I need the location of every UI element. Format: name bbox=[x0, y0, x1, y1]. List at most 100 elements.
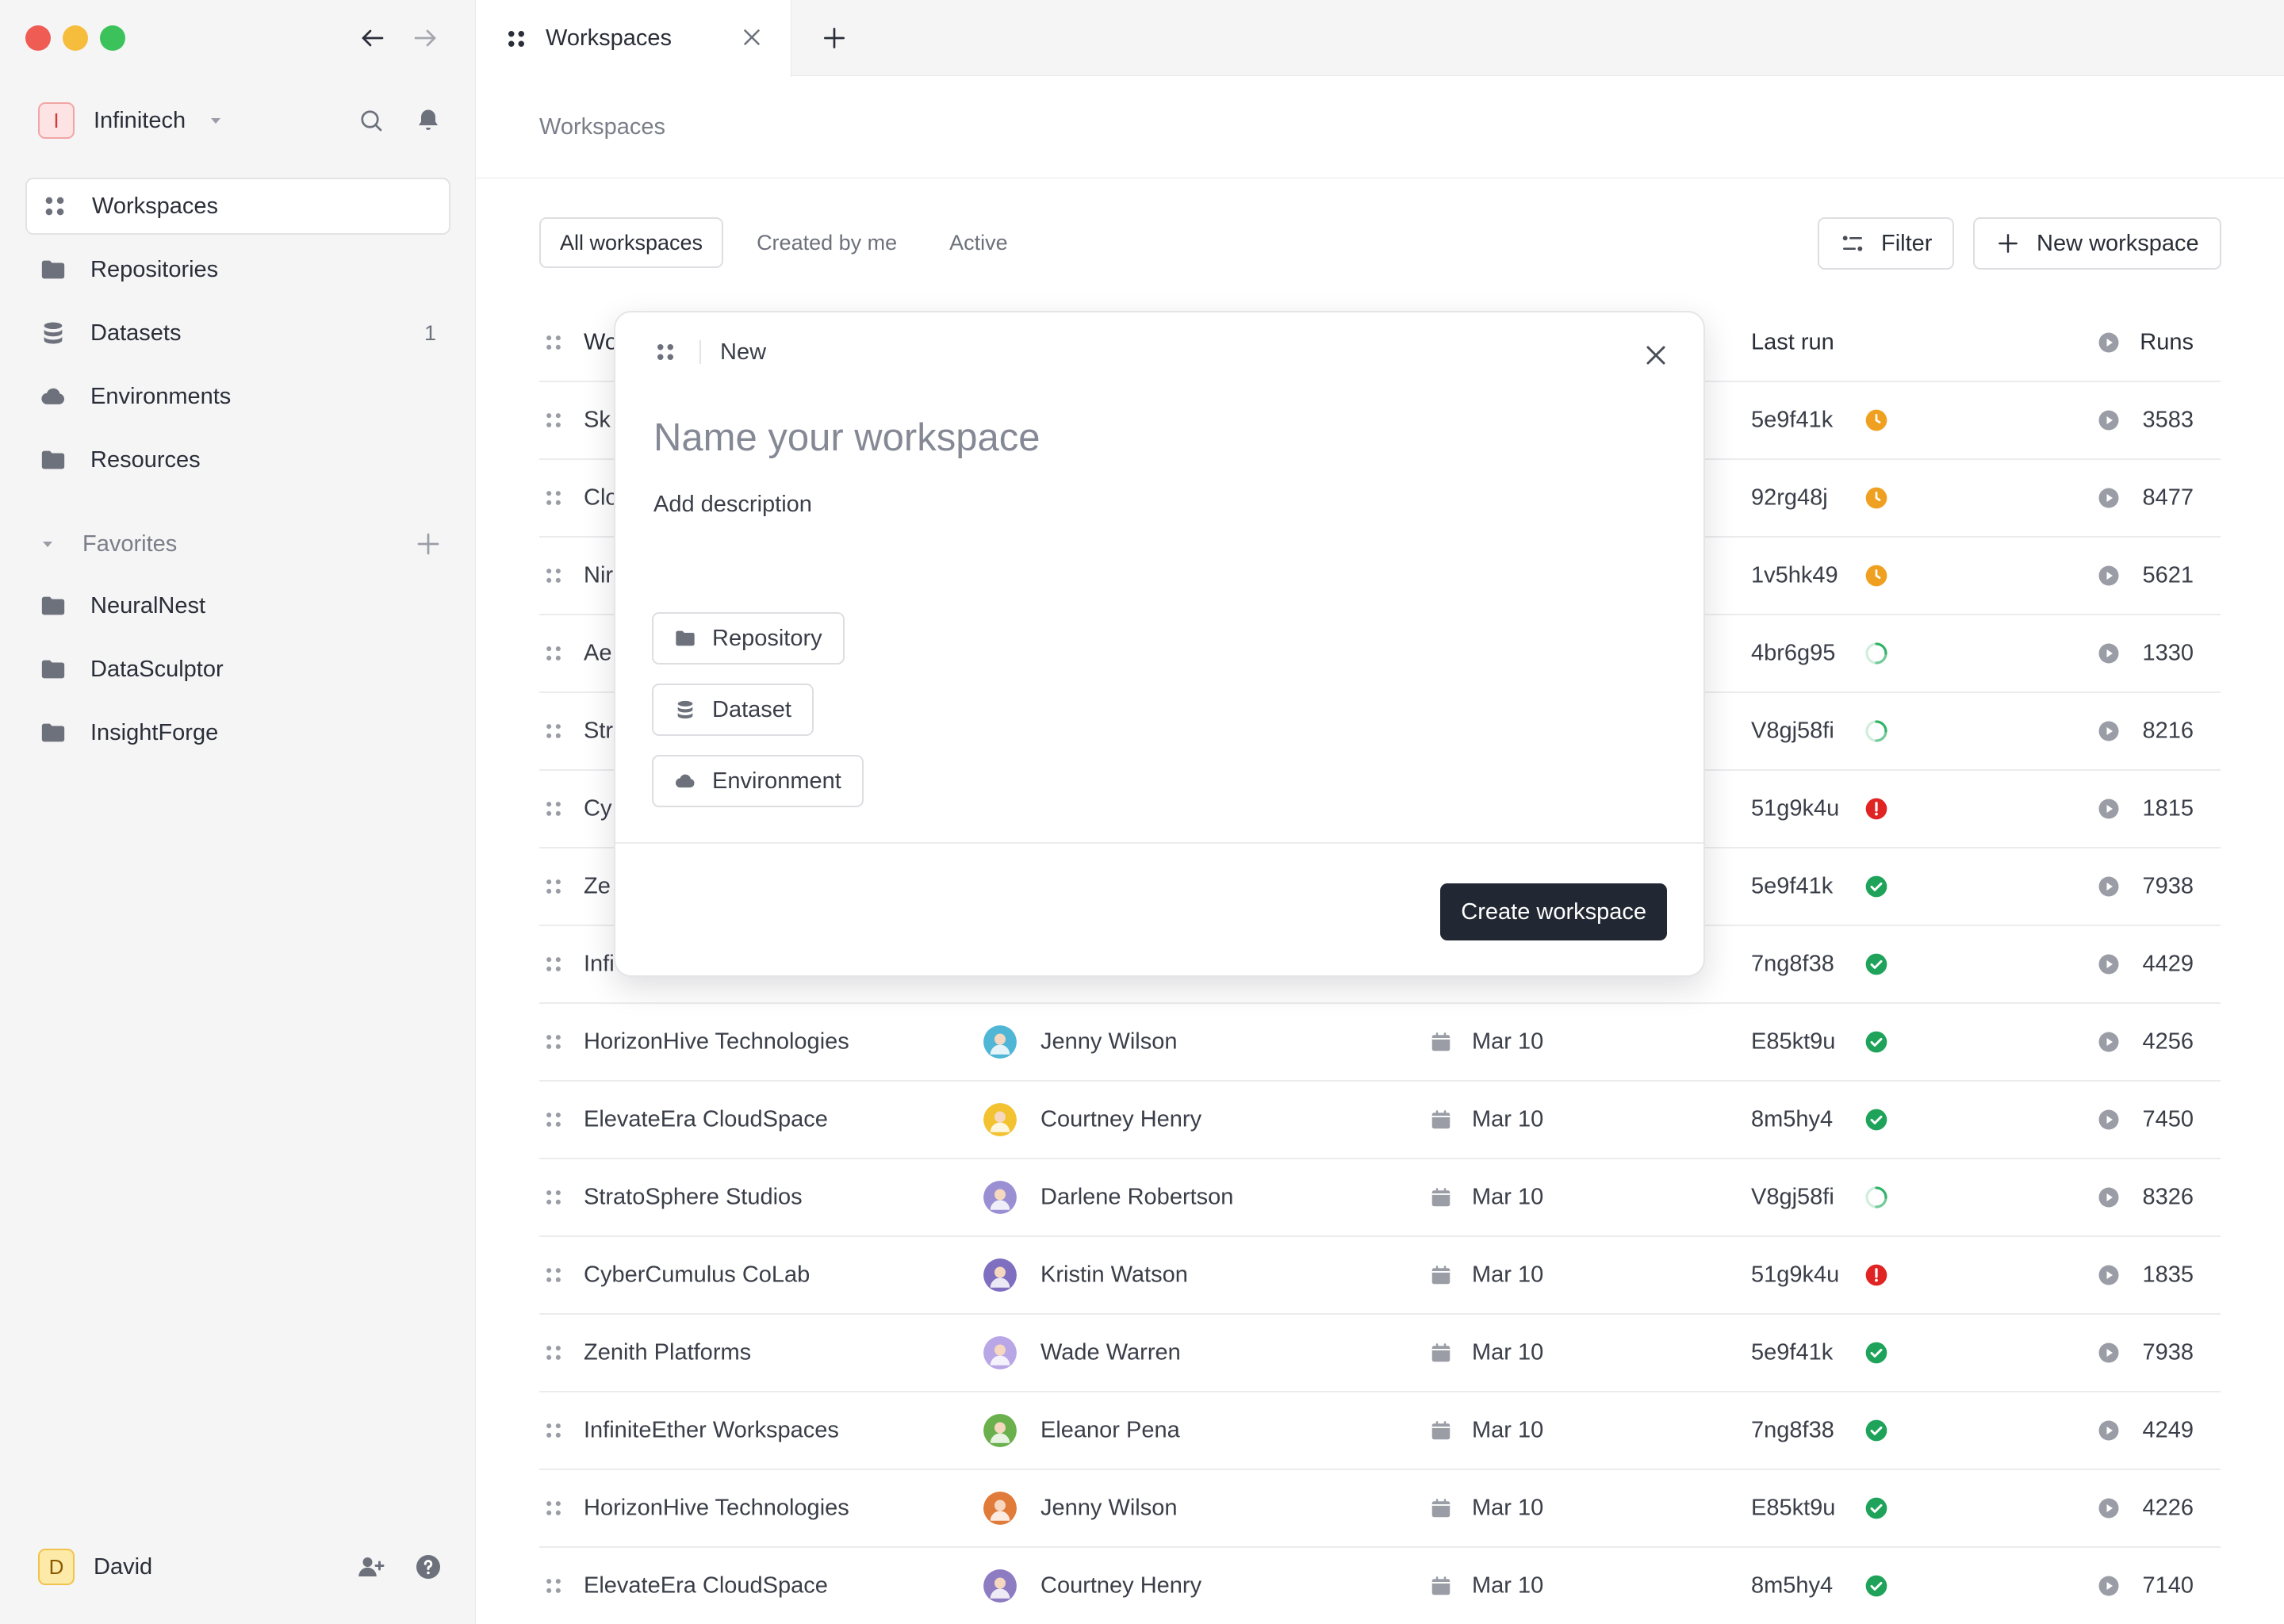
workspace-name[interactable]: ElevateEra CloudSpace bbox=[584, 1106, 828, 1132]
new-tab-icon[interactable] bbox=[818, 22, 850, 54]
favorites-header[interactable]: Favorites bbox=[40, 515, 443, 573]
help-icon[interactable] bbox=[414, 1553, 443, 1581]
org-switcher[interactable]: I Infinitech bbox=[38, 102, 443, 140]
play-icon[interactable] bbox=[2097, 1185, 2121, 1209]
drag-handle-icon[interactable] bbox=[542, 331, 565, 354]
play-icon[interactable] bbox=[2097, 408, 2121, 432]
last-run-id[interactable]: 7ng8f38 bbox=[1751, 951, 1834, 977]
favorite-item-neuralnest[interactable]: NeuralNest bbox=[25, 577, 450, 634]
drag-handle-icon[interactable] bbox=[542, 1497, 565, 1519]
table-row[interactable]: StratoSphere Studios Darlene Robertson Mar… bbox=[539, 1159, 2221, 1237]
play-icon[interactable] bbox=[2097, 1496, 2121, 1520]
column-header-runs[interactable]: Runs bbox=[2140, 329, 2194, 355]
arrow-right-icon[interactable] bbox=[411, 24, 439, 52]
play-icon[interactable] bbox=[2097, 952, 2121, 976]
drag-handle-icon[interactable] bbox=[542, 642, 565, 665]
workspace-name[interactable]: Infi bbox=[584, 951, 615, 977]
drag-handle-icon[interactable] bbox=[542, 720, 565, 742]
close-dialog-icon[interactable] bbox=[1640, 339, 1672, 371]
play-icon[interactable] bbox=[2097, 719, 2121, 743]
close-tab-icon[interactable] bbox=[738, 24, 765, 51]
dataset-chip-button[interactable]: Dataset bbox=[652, 684, 814, 736]
last-run-id[interactable]: 51g9k4u bbox=[1751, 795, 1840, 822]
last-run-id[interactable]: E85kt9u bbox=[1751, 1028, 1836, 1055]
play-icon[interactable] bbox=[2097, 1341, 2121, 1365]
play-icon[interactable] bbox=[2097, 797, 2121, 821]
sidebar-item-environments[interactable]: Environments bbox=[25, 368, 450, 425]
play-icon[interactable] bbox=[2097, 875, 2121, 898]
close-window-button[interactable] bbox=[25, 25, 51, 51]
search-icon[interactable] bbox=[357, 106, 385, 135]
table-row[interactable]: Zenith Platforms Wade Warren Mar 10 5e9f41k… bbox=[539, 1315, 2221, 1392]
add-favorite-icon[interactable] bbox=[414, 530, 443, 558]
last-run-id[interactable]: 5e9f41k bbox=[1751, 1339, 1834, 1365]
filter-button[interactable]: Filter bbox=[1818, 217, 1955, 270]
workspace-name[interactable]: ElevateEra CloudSpace bbox=[584, 1572, 828, 1599]
workspace-name[interactable]: HorizonHive Technologies bbox=[584, 1495, 849, 1521]
sidebar-item-resources[interactable]: Resources bbox=[25, 431, 450, 488]
workspace-name[interactable]: Cy bbox=[584, 795, 612, 822]
create-workspace-button[interactable]: Create workspace bbox=[1440, 883, 1667, 940]
drag-handle-icon[interactable] bbox=[542, 1575, 565, 1597]
drag-handle-icon[interactable] bbox=[542, 1109, 565, 1131]
table-row[interactable]: InfiniteEther Workspaces Eleanor Pena Mar … bbox=[539, 1392, 2221, 1470]
workspace-name[interactable]: InfiniteEther Workspaces bbox=[584, 1417, 839, 1443]
play-icon[interactable] bbox=[2097, 1574, 2121, 1598]
last-run-id[interactable]: V8gj58fi bbox=[1751, 718, 1834, 744]
workspace-name[interactable]: HorizonHive Technologies bbox=[584, 1028, 849, 1055]
workspace-name[interactable]: Sk bbox=[584, 407, 611, 433]
drag-handle-icon[interactable] bbox=[542, 487, 565, 509]
last-run-id[interactable]: 8m5hy4 bbox=[1751, 1572, 1834, 1599]
tab-workspaces[interactable]: Workspaces bbox=[476, 0, 791, 77]
play-icon[interactable] bbox=[2097, 1030, 2121, 1054]
last-run-id[interactable]: 5e9f41k bbox=[1751, 873, 1834, 899]
new-workspace-button[interactable]: New workspace bbox=[1973, 217, 2221, 270]
workspace-name-input[interactable]: Name your workspace bbox=[653, 416, 1040, 459]
minimize-window-button[interactable] bbox=[63, 25, 88, 51]
add-user-icon[interactable] bbox=[357, 1553, 385, 1581]
drag-handle-icon[interactable] bbox=[542, 1264, 565, 1286]
favorite-item-datasculptor[interactable]: DataSculptor bbox=[25, 641, 450, 698]
last-run-id[interactable]: V8gj58fi bbox=[1751, 1184, 1834, 1210]
tab-all-workspaces[interactable]: All workspaces bbox=[539, 217, 724, 268]
last-run-id[interactable]: 8m5hy4 bbox=[1751, 1106, 1834, 1132]
table-row[interactable]: HorizonHive Technologies Jenny Wilson Mar … bbox=[539, 1004, 2221, 1082]
drag-handle-icon[interactable] bbox=[542, 875, 565, 898]
drag-handle-icon[interactable] bbox=[542, 565, 565, 587]
bell-icon[interactable] bbox=[414, 106, 443, 135]
play-icon[interactable] bbox=[2097, 564, 2121, 588]
sidebar-item-datasets[interactable]: Datasets 1 bbox=[25, 304, 450, 362]
tab-created-by-me[interactable]: Created by me bbox=[757, 230, 898, 255]
play-icon[interactable] bbox=[2097, 642, 2121, 665]
last-run-id[interactable]: 92rg48j bbox=[1751, 485, 1828, 511]
table-row[interactable]: ElevateEra CloudSpace Courtney Henry Mar 1… bbox=[539, 1548, 2221, 1624]
drag-handle-icon[interactable] bbox=[542, 1031, 565, 1053]
workspace-description-input[interactable]: Add description bbox=[653, 492, 812, 517]
drag-handle-icon[interactable] bbox=[542, 953, 565, 975]
table-row[interactable]: ElevateEra CloudSpace Courtney Henry Mar 1… bbox=[539, 1082, 2221, 1159]
column-header-last-run[interactable]: Last run bbox=[1751, 329, 1834, 355]
sidebar-item-repositories[interactable]: Repositories bbox=[25, 241, 450, 298]
table-row[interactable]: CyberCumulus CoLab Kristin Watson Mar 10 51… bbox=[539, 1237, 2221, 1315]
play-icon[interactable] bbox=[2097, 1419, 2121, 1442]
zoom-window-button[interactable] bbox=[100, 25, 125, 51]
user-menu[interactable]: D David bbox=[38, 1548, 443, 1586]
repository-chip-button[interactable]: Repository bbox=[652, 612, 845, 665]
environment-chip-button[interactable]: Environment bbox=[652, 755, 864, 807]
last-run-id[interactable]: 7ng8f38 bbox=[1751, 1417, 1834, 1443]
table-row[interactable]: Infi 7ng8f38 4429 bbox=[539, 926, 2221, 1004]
last-run-id[interactable]: 51g9k4u bbox=[1751, 1262, 1840, 1288]
workspace-name[interactable]: Ze bbox=[584, 873, 611, 899]
workspace-name[interactable]: CyberCumulus CoLab bbox=[584, 1262, 811, 1288]
drag-handle-icon[interactable] bbox=[542, 1419, 565, 1442]
tab-active[interactable]: Active bbox=[949, 230, 1008, 255]
last-run-id[interactable]: E85kt9u bbox=[1751, 1495, 1836, 1521]
last-run-id[interactable]: 1v5hk49 bbox=[1751, 562, 1838, 588]
play-icon[interactable] bbox=[2097, 1263, 2121, 1287]
drag-handle-icon[interactable] bbox=[542, 1186, 565, 1208]
workspace-name[interactable]: StratoSphere Studios bbox=[584, 1184, 803, 1210]
sidebar-item-workspaces[interactable]: Workspaces bbox=[25, 178, 450, 235]
play-icon[interactable] bbox=[2097, 486, 2121, 510]
drag-handle-icon[interactable] bbox=[542, 798, 565, 820]
workspace-name[interactable]: Clo bbox=[584, 485, 619, 511]
